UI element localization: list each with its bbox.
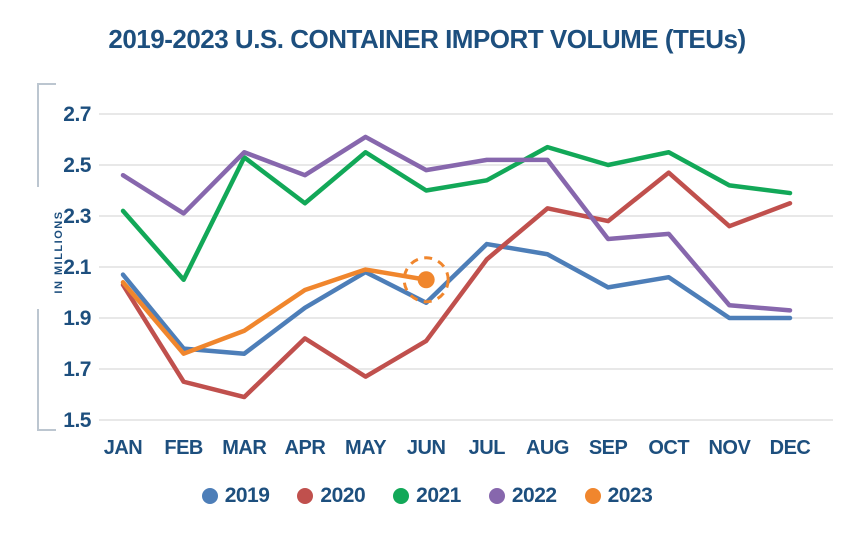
x-axis-tick-label: OCT (648, 437, 689, 459)
x-axis-tick-label: MAR (222, 437, 267, 459)
x-axis-tick-label: NOV (708, 437, 751, 459)
series-line-2019 (120, 241, 793, 356)
legend-item-2023: 2023 (584, 484, 653, 508)
chart-title: 2019-2023 U.S. CONTAINER IMPORT VOLUME (… (108, 24, 746, 54)
series-end-dot-2023 (417, 271, 435, 289)
x-axis-tick-label: MAY (345, 437, 387, 459)
legend-swatch-icon (393, 488, 410, 504)
legend-item-2021: 2021 (393, 484, 461, 508)
legend-item-2022: 2022 (488, 484, 557, 508)
legend-item-2019: 2019 (201, 484, 270, 508)
legend-label: 2021 (416, 484, 461, 507)
legend-swatch-icon (297, 488, 314, 504)
legend-label: 2020 (320, 484, 366, 507)
y-axis-bracket (37, 83, 56, 431)
legend-swatch-icon (201, 488, 218, 504)
series-line-2023 (120, 267, 429, 356)
y-axis-tick-label: 2.7 (63, 103, 91, 126)
y-axis-title: IN MILLIONS (53, 210, 65, 293)
legend-label: 2019 (224, 484, 270, 507)
y-axis-tick-label: 2.3 (63, 205, 91, 228)
y-axis-tick-label: 1.7 (63, 358, 91, 381)
chart-legend: 2019 2020 2021 2022 2023 (0, 484, 854, 508)
series-line-2021 (120, 144, 793, 282)
series-line-2022 (120, 134, 793, 313)
legend-swatch-icon (488, 488, 505, 504)
legend-label: 2023 (607, 484, 653, 507)
x-axis-tick-label: DEC (770, 437, 811, 459)
x-axis-tick-label: JUN (407, 437, 446, 459)
y-axis-tick-label: 2.5 (63, 154, 92, 177)
dashed-circle-annotation (402, 256, 450, 304)
series-line-2020 (120, 170, 793, 400)
x-axis-tick-label: JAN (104, 437, 143, 459)
legend-item-2020: 2020 (297, 484, 366, 508)
y-axis-tick-label: 2.1 (63, 256, 92, 279)
x-axis-tick-label: AUG (526, 437, 569, 459)
x-axis-tick-label: FEB (164, 437, 203, 459)
legend-label: 2022 (511, 484, 557, 507)
x-axis-tick-label: SEP (589, 437, 628, 459)
y-axis-tick-label: 1.9 (63, 307, 91, 330)
x-axis-tick-label: JUL (469, 437, 506, 459)
y-axis-tick-label: 1.5 (63, 409, 92, 432)
legend-swatch-icon (584, 488, 601, 504)
x-axis-tick-label: APR (285, 437, 327, 459)
